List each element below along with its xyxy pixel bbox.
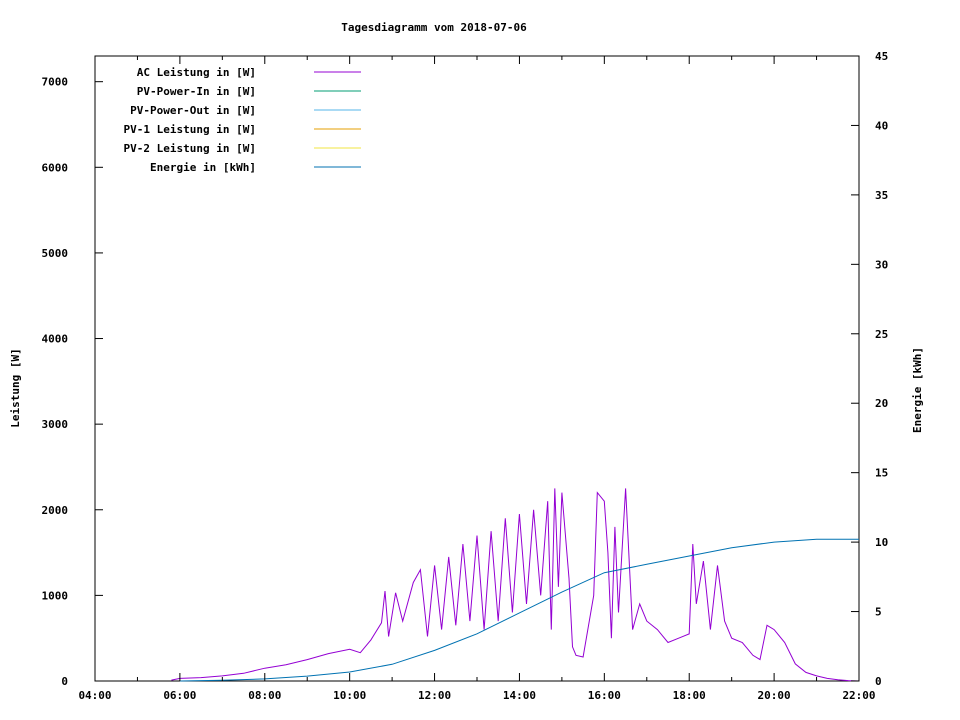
x-tick-label: 16:00	[588, 689, 621, 702]
y2-tick-label: 40	[875, 119, 888, 132]
legend-label: PV-1 Leistung in [W]	[124, 123, 256, 136]
x-tick-label: 08:00	[248, 689, 281, 702]
legend-label: Energie in [kWh]	[150, 161, 256, 174]
y-tick-label: 6000	[42, 161, 69, 174]
y2-tick-label: 45	[875, 50, 888, 63]
x-tick-label: 18:00	[673, 689, 706, 702]
legend: AC Leistung in [W] PV-Power-In in [W] PV-P…	[124, 66, 361, 174]
x-tick-label: 10:00	[333, 689, 366, 702]
y2-tick-label: 0	[875, 675, 882, 688]
y-axis-left: 0 1000 2000 3000 4000 5000 6000 7000	[42, 76, 103, 688]
legend-label: PV-Power-In in [W]	[137, 85, 256, 98]
y-tick-label: 7000	[42, 76, 69, 89]
y2-tick-label: 30	[875, 258, 888, 271]
y-tick-label: 2000	[42, 504, 69, 517]
x-tick-label: 14:00	[503, 689, 536, 702]
y2-tick-label: 25	[875, 328, 888, 341]
x-tick-label: 12:00	[418, 689, 451, 702]
legend-label: PV-Power-Out in [W]	[130, 104, 256, 117]
x-tick-label: 06:00	[163, 689, 196, 702]
x-tick-label: 20:00	[758, 689, 791, 702]
y-tick-label: 3000	[42, 418, 69, 431]
y2-tick-label: 20	[875, 397, 888, 410]
chart-title: Tagesdiagramm vom 2018-07-06	[341, 21, 527, 34]
y-tick-label: 4000	[42, 333, 69, 346]
y2-tick-label: 35	[875, 189, 888, 202]
y-tick-label: 1000	[42, 589, 69, 602]
series-line-0	[171, 488, 860, 682]
x-tick-label: 04:00	[78, 689, 111, 702]
legend-label: PV-2 Leistung in [W]	[124, 142, 256, 155]
y2-axis-label: Energie [kWh]	[911, 347, 924, 433]
y2-tick-label: 10	[875, 536, 888, 549]
x-axis: 04:00 06:00 08:00 10:00 12:00 14:00 16:00 18:00…	[78, 56, 876, 702]
series-line-5	[179, 538, 859, 682]
legend-label: AC Leistung in [W]	[137, 66, 256, 79]
y-axis-label: Leistung [W]	[9, 348, 22, 427]
y-axis-right: 0 5 10 15 20 25 30 35 40 45	[851, 50, 888, 688]
x-tick-label: 22:00	[842, 689, 875, 702]
y2-tick-label: 5	[875, 606, 882, 619]
y-tick-label: 0	[61, 675, 68, 688]
series-layer	[171, 488, 860, 682]
y-tick-label: 5000	[42, 247, 69, 260]
y2-tick-label: 15	[875, 467, 888, 480]
